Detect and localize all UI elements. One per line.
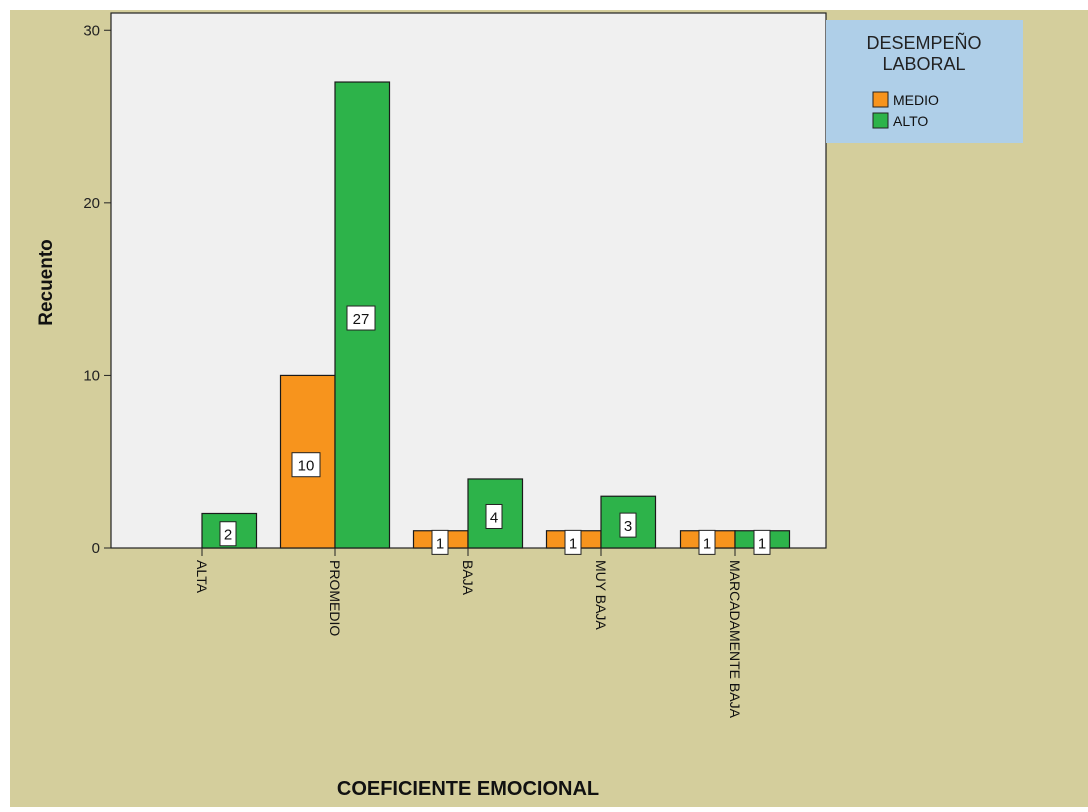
- x-tick-label-marcadamente-baja: MARCADAMENTE BAJA: [727, 560, 743, 719]
- plot-area: [110, 12, 827, 549]
- data-label: 1: [436, 535, 444, 552]
- data-label: 1: [703, 535, 711, 552]
- data-label: 3: [624, 518, 632, 535]
- data-label-box: [753, 529, 771, 555]
- data-label-box: [291, 452, 321, 478]
- data-label: 2: [224, 527, 232, 544]
- data-label: 1: [758, 535, 766, 552]
- bar-alto-baja: [467, 478, 524, 549]
- legend-title: LABORAL: [882, 54, 965, 74]
- data-label-box: [219, 521, 237, 547]
- x-axis-title: COEFICIENTE EMOCIONAL: [337, 778, 599, 800]
- data-label-box: [346, 305, 376, 331]
- y-tick-label: 0: [92, 540, 100, 557]
- legend-swatch-medio: [872, 91, 889, 108]
- y-tick-label: 30: [83, 22, 100, 39]
- y-tick-label: 20: [83, 195, 100, 212]
- legend-box: [826, 20, 1023, 143]
- x-tick-label-alta: ALTA: [194, 560, 210, 594]
- legend-title: DESEMPEÑO: [866, 32, 981, 53]
- data-label: 27: [353, 311, 370, 328]
- data-label-box: [485, 503, 503, 529]
- x-tick-label-baja: BAJA: [460, 560, 476, 596]
- legend-label-alto: ALTO: [893, 113, 928, 129]
- y-axis-title: Recuento: [36, 239, 57, 326]
- data-label-box: [619, 512, 637, 538]
- data-label: 4: [490, 509, 498, 526]
- data-label-box: [698, 529, 716, 555]
- legend-swatch-alto: [872, 112, 889, 129]
- data-label-box: [564, 529, 582, 555]
- data-label: 10: [298, 458, 315, 475]
- legend-label-medio: MEDIO: [893, 92, 939, 108]
- data-label-box: [431, 529, 449, 555]
- y-tick-label: 10: [83, 367, 100, 384]
- x-tick-label-muy-baja: MUY BAJA: [593, 560, 609, 630]
- x-tick-label-promedio: PROMEDIO: [327, 560, 343, 636]
- data-label: 1: [569, 535, 577, 552]
